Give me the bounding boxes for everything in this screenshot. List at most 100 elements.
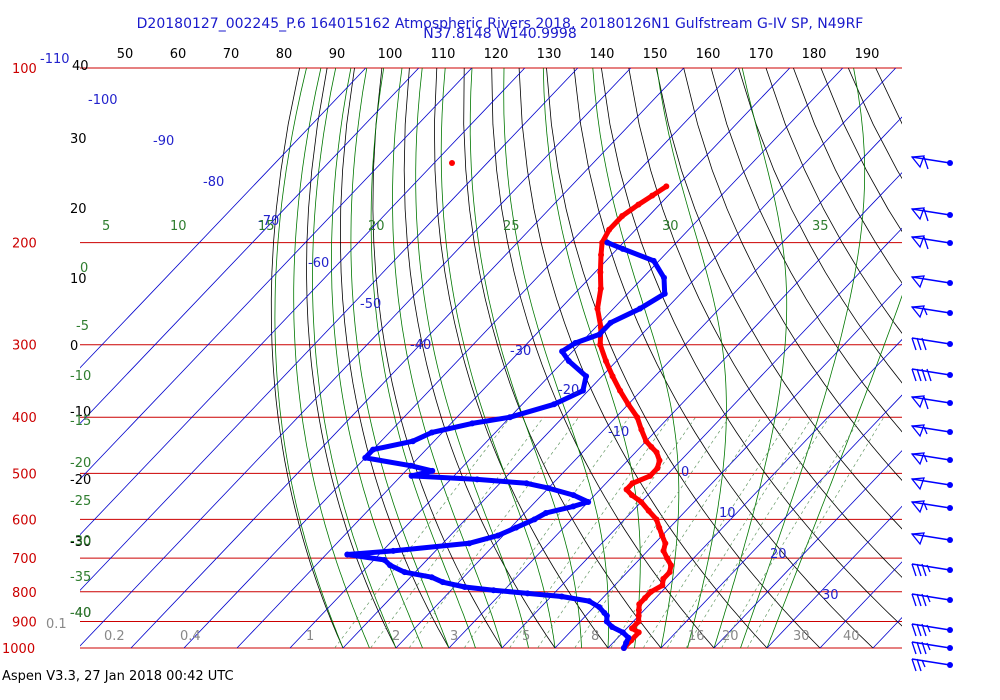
isotherm-line: [448, 172, 902, 649]
moist-adiabat: [370, 68, 476, 649]
profile-point: [635, 629, 642, 636]
wind-barb-flag: [923, 208, 929, 222]
wind-barb-pennant: [910, 275, 925, 289]
dry-adiabat: [931, 68, 1000, 648]
left-temp-label: -40: [70, 606, 91, 621]
wind-barb: [910, 395, 953, 410]
profile-point: [660, 274, 667, 281]
wind-barb-flag: [923, 396, 929, 410]
chart-title: D20180127_002245_P.6 164015162 Atmospher…: [136, 16, 864, 32]
profile-point: [664, 555, 671, 562]
profile-point: [666, 569, 673, 576]
dry-adiabat: [491, 68, 715, 649]
profile-series: [344, 160, 674, 651]
wind-barb-staff: [911, 563, 951, 571]
isotherm-lines: [80, 68, 902, 649]
profile-point: [524, 590, 531, 597]
wind-barb: [910, 500, 953, 514]
profile-point: [469, 420, 476, 427]
wind-barb-staff: [911, 593, 951, 601]
wind-barb-half: [923, 454, 928, 463]
dry-adiabat: [518, 68, 768, 649]
isotherm-line: [395, 116, 902, 649]
wind-barbs: [910, 155, 953, 672]
profile-point: [653, 516, 660, 523]
isotherm-label: -20: [558, 383, 579, 398]
dry-adiabat: [573, 68, 874, 649]
wind-barb-staff: [911, 658, 951, 666]
profile-point: [551, 401, 558, 408]
pressure-label: 300: [12, 339, 37, 354]
profile-point: [636, 305, 643, 312]
profile-point: [635, 618, 642, 625]
profile-point: [401, 569, 408, 576]
profile-point: [466, 540, 473, 547]
isotherm-line: [766, 505, 902, 649]
dry-adiabat: [903, 68, 1000, 648]
top-axis-tick: 140: [590, 47, 615, 62]
wind-barb: [910, 305, 953, 319]
isotherm-line: [80, 68, 420, 425]
wind-barb-flag: [911, 658, 917, 672]
top-axis-tick: 160: [696, 47, 721, 62]
profile-point: [494, 532, 501, 539]
profile-point: [650, 257, 657, 264]
wind-barb-flag: [923, 156, 929, 170]
isotherm-label: -110: [40, 52, 70, 67]
theta-e-label: -20: [70, 456, 91, 471]
isotherm-line: [872, 616, 902, 649]
profile-point: [596, 604, 603, 611]
wind-barb-half: [926, 594, 931, 603]
profile-point: [596, 331, 603, 338]
profile-point: [617, 387, 624, 394]
wind-barb-flag: [916, 641, 922, 655]
mixing-ratio-line: [334, 416, 511, 649]
left-temp-label: -10: [70, 405, 91, 420]
top-axis-tick: 70: [223, 47, 240, 62]
wind-barb-flag: [921, 641, 927, 655]
moist-adiabat: [274, 68, 344, 649]
pressure-label: 200: [12, 237, 37, 252]
profile-point: [570, 492, 577, 499]
top-axis-tick: 130: [537, 47, 562, 62]
isotherm-label: -100: [88, 93, 118, 108]
profile-point: [643, 438, 650, 445]
profile-point: [656, 457, 663, 464]
profile-point: [598, 251, 605, 258]
profile-point: [585, 498, 592, 505]
mixing-ratio-label: 0.1: [46, 617, 67, 632]
mixing-ratio-line: [370, 416, 544, 649]
wind-barb-flag: [911, 368, 917, 382]
wind-barb-flag: [916, 368, 922, 382]
moist-adiabat: [392, 68, 503, 649]
profile-point: [653, 449, 660, 456]
mixing-ratio-line: [746, 417, 885, 649]
dry-adiabat: [847, 68, 902, 180]
chart-subtitle: N37.8148 W140.9998: [423, 26, 577, 42]
wind-barb-staff: [911, 156, 951, 164]
theta-e-label: 0: [80, 261, 88, 276]
dry-adiabat: [738, 68, 902, 384]
isotherm-line: [80, 68, 579, 591]
profile-point: [579, 387, 586, 394]
wind-barb: [911, 641, 953, 655]
profile-point: [660, 575, 667, 582]
wind-barb-staff: [911, 501, 951, 509]
profile-point: [629, 625, 636, 632]
wind-barb-half: [923, 307, 928, 316]
mixing-ratio-label: 0.4: [180, 629, 201, 644]
profile-point: [599, 239, 606, 246]
profile-point: [636, 601, 643, 608]
dry-adiabat: [710, 68, 902, 433]
wind-barb-flag: [921, 623, 927, 637]
profile-point: [604, 239, 611, 246]
top-axis-tick: 120: [484, 47, 509, 62]
isotherm-label: -80: [203, 175, 224, 190]
mixing-ratio-label: 30: [793, 629, 810, 644]
wind-barb-pennant: [910, 424, 925, 438]
profile-point: [606, 226, 613, 233]
wind-barb-staff: [911, 208, 951, 216]
wind-barb-flag: [923, 236, 929, 250]
isotherm-line: [342, 68, 897, 649]
profile-point: [586, 598, 593, 605]
